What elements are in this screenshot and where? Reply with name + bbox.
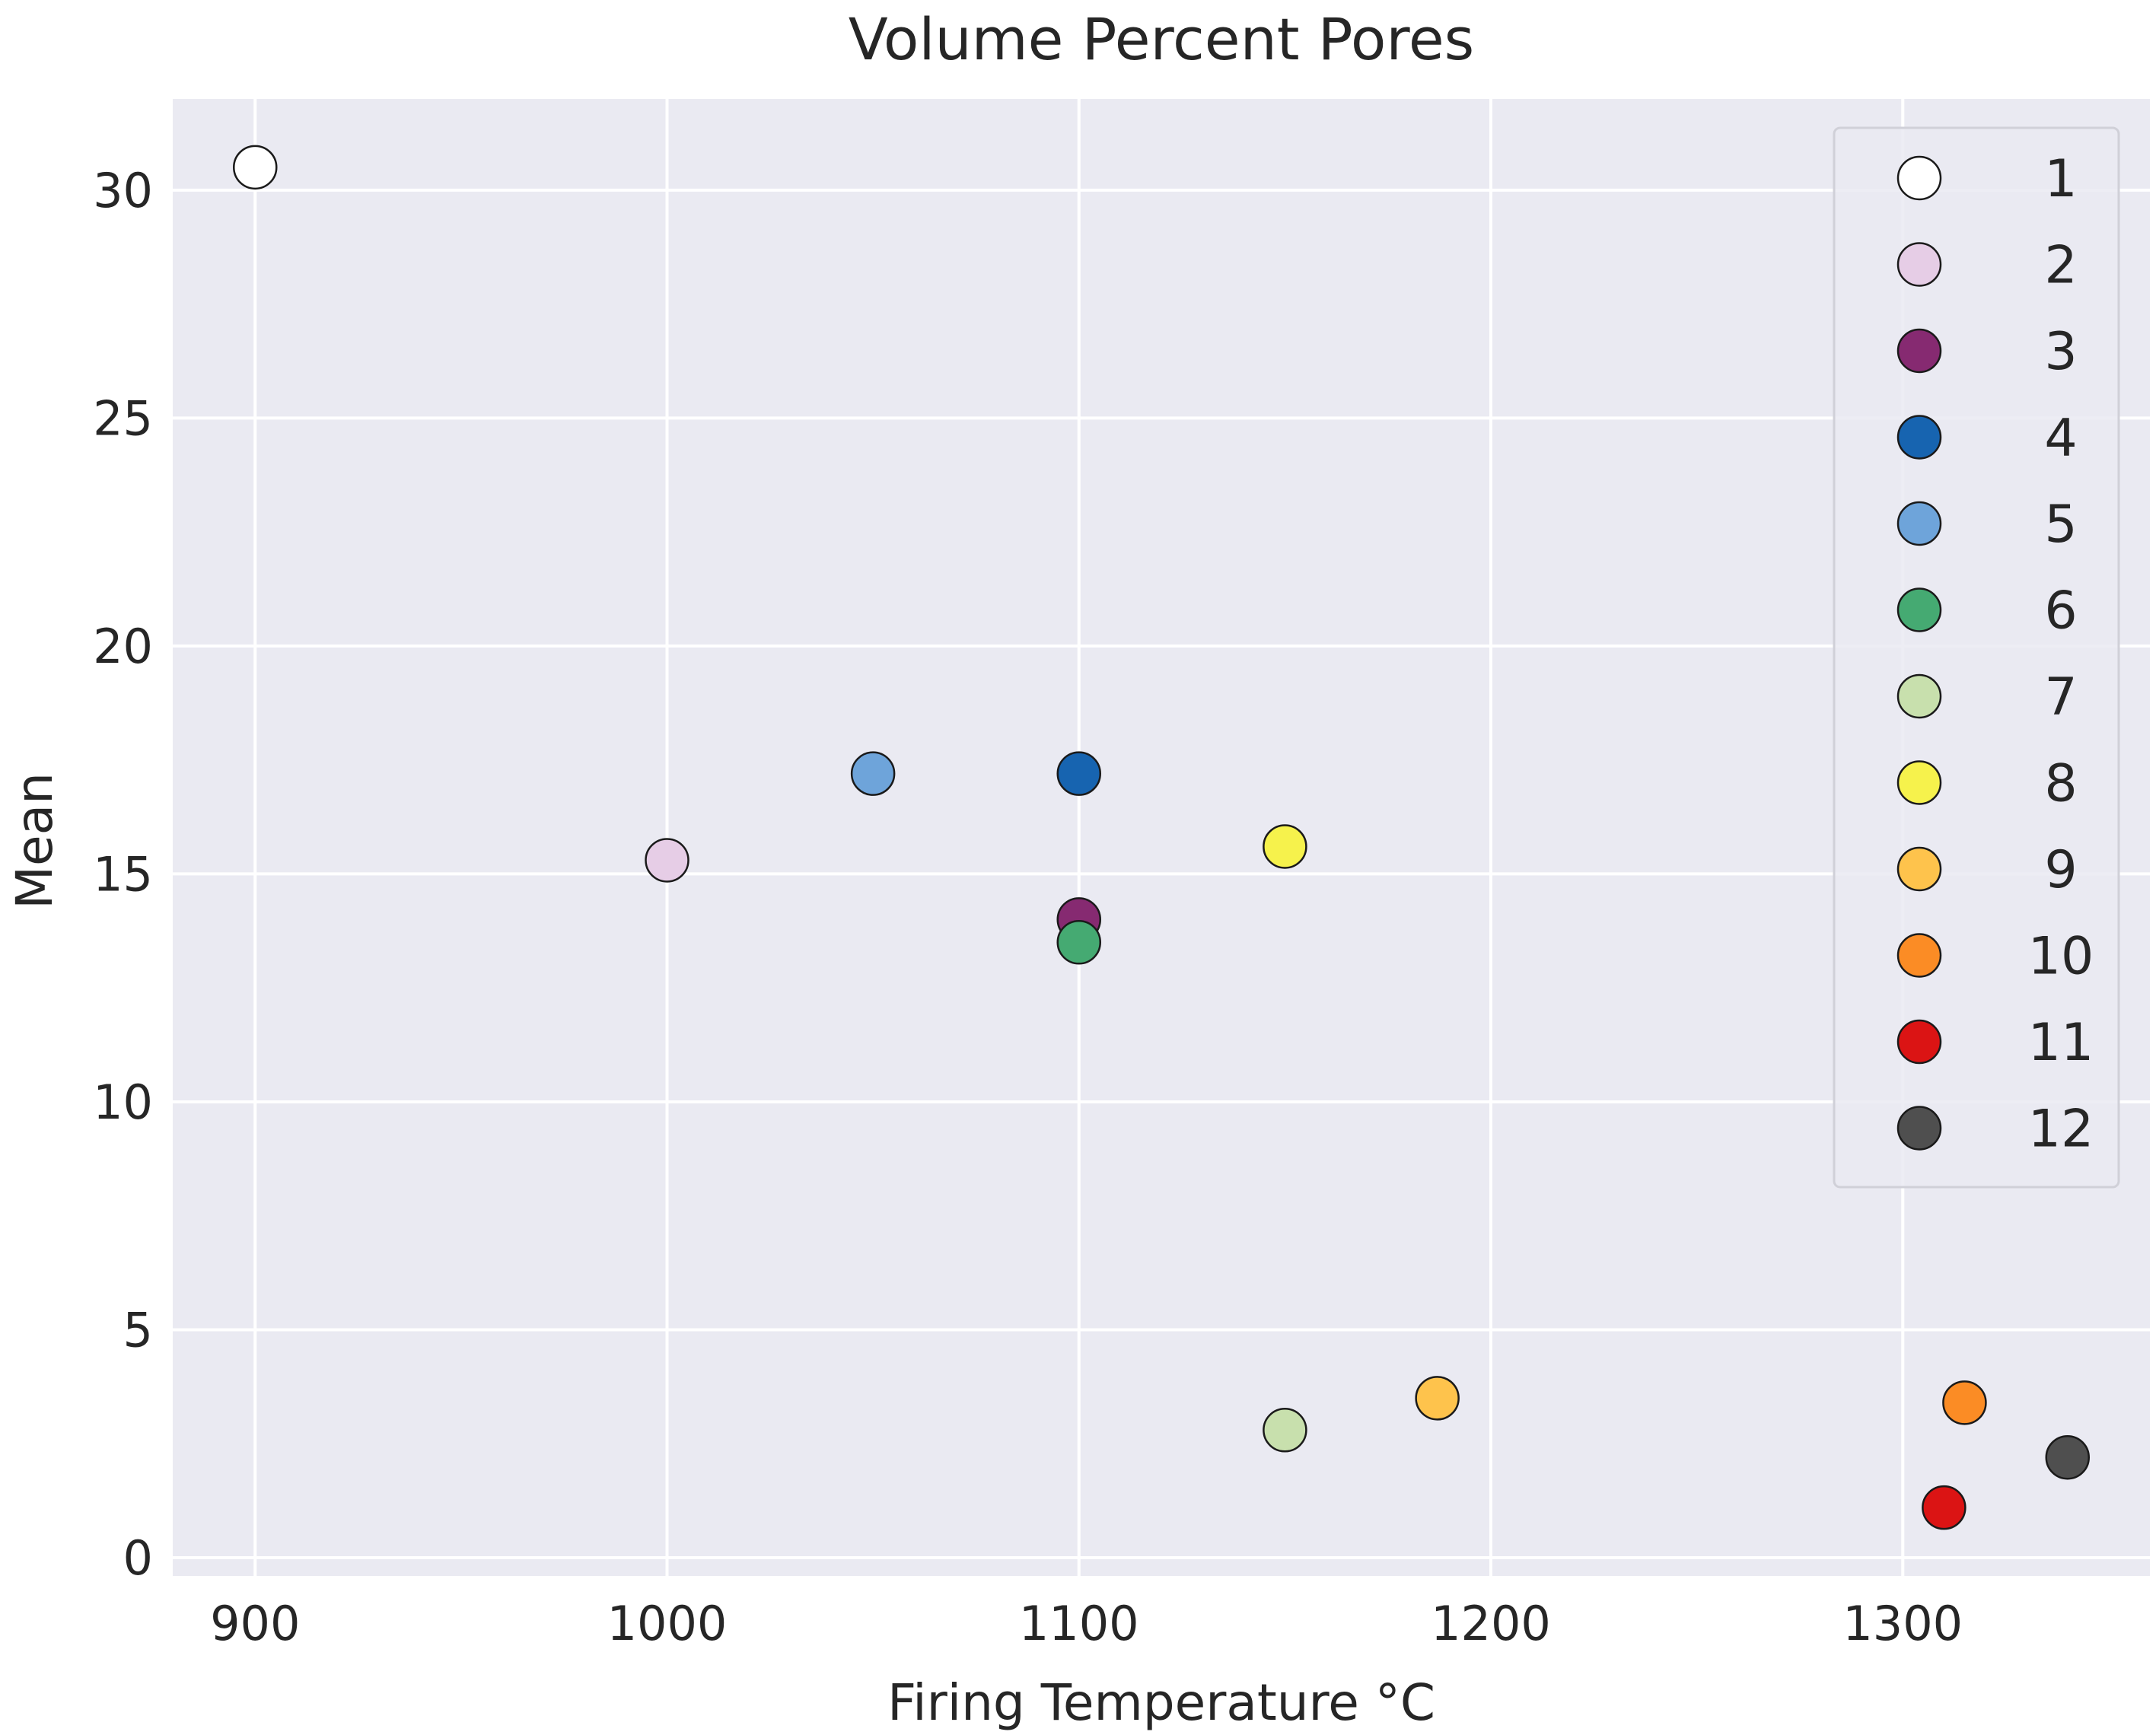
data-point-5: [850, 751, 896, 796]
legend-label-2: 2: [2044, 236, 2077, 296]
x-tick-label: 1200: [1431, 1596, 1551, 1651]
legend-label-8: 8: [2044, 754, 2077, 814]
y-tick-label: 25: [93, 390, 153, 446]
y-tick-label: 30: [93, 163, 153, 218]
y-tick-label: 20: [93, 619, 153, 674]
legend-label-10: 10: [2028, 927, 2094, 987]
y-tick-label: 5: [123, 1303, 153, 1358]
legend-marker-9: [1896, 846, 1942, 892]
data-point-1: [233, 145, 278, 190]
legend-label-12: 12: [2028, 1100, 2094, 1160]
data-point-6: [1056, 920, 1101, 965]
data-point-4: [1056, 751, 1101, 796]
x-tick-label: 1300: [1842, 1596, 1963, 1651]
legend-label-5: 5: [2044, 495, 2077, 555]
x-tick-label: 900: [210, 1596, 300, 1651]
data-point-7: [1263, 1408, 1307, 1453]
legend-marker-2: [1896, 242, 1942, 287]
chart-title: Volume Percent Pores: [849, 5, 1475, 73]
data-point-10: [1942, 1380, 1987, 1425]
legend-label-7: 7: [2044, 667, 2077, 727]
data-point-9: [1415, 1376, 1460, 1421]
data-point-8: [1263, 824, 1307, 869]
legend-marker-7: [1896, 673, 1942, 719]
legend-label-3: 3: [2044, 322, 2077, 382]
y-tick-label: 0: [123, 1530, 153, 1586]
legend-marker-4: [1896, 415, 1942, 460]
data-point-2: [645, 838, 689, 883]
legend-label-9: 9: [2044, 840, 2077, 900]
legend-marker-12: [1896, 1106, 1942, 1151]
tick-labels: 900 1000 1100 1200 1300 0 5 10 15 20 25 30: [93, 163, 1963, 1651]
legend-marker-10: [1896, 933, 1942, 978]
legend-label-11: 11: [2028, 1013, 2094, 1073]
y-tick-label: 15: [93, 846, 153, 902]
x-tick-label: 1000: [607, 1596, 728, 1651]
data-point-11: [1922, 1485, 1967, 1530]
data-point-12: [2045, 1434, 2090, 1480]
data-points: [233, 145, 2090, 1530]
legend-box: [1833, 126, 2120, 1189]
legend-marker-6: [1896, 587, 1942, 632]
legend-marker-8: [1896, 760, 1942, 805]
y-axis-label: Mean: [5, 772, 64, 909]
legend-label-6: 6: [2044, 581, 2077, 641]
legend-label-1: 1: [2044, 149, 2077, 209]
legend-marker-11: [1896, 1019, 1942, 1065]
x-axis-label: Firing Temperature °C: [887, 1673, 1435, 1732]
y-tick-label: 10: [93, 1074, 153, 1130]
legend-label-4: 4: [2044, 409, 2077, 469]
legend-marker-5: [1896, 501, 1942, 546]
grid: [173, 99, 2150, 1576]
legend-marker-1: [1896, 155, 1942, 201]
x-tick-label: 1100: [1019, 1596, 1139, 1651]
legend-marker-3: [1896, 328, 1942, 374]
